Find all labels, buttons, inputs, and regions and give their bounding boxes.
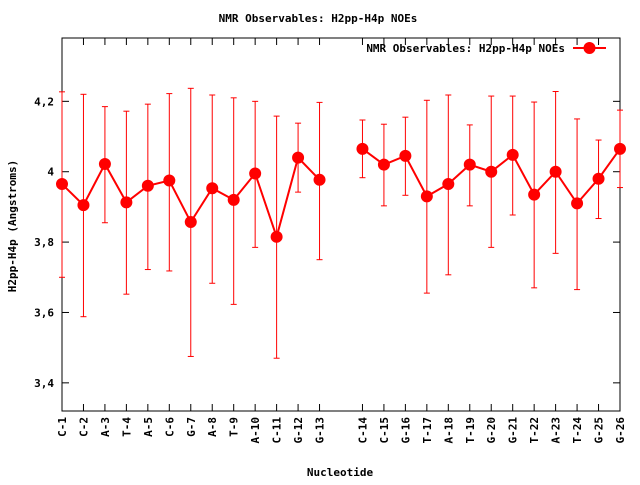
data-point [56,178,68,191]
x-tick-label: A-23 [550,417,563,444]
data-point [77,199,90,212]
x-tick-label: C-11 [271,417,284,444]
x-tick-label: A-10 [249,417,262,444]
data-point [227,193,240,206]
data-point [463,158,476,171]
data-point [141,179,154,192]
x-tick-label: T-4 [120,417,133,437]
x-tick-label: A-3 [99,417,112,437]
x-tick-label: G-16 [399,417,412,444]
x-tick-label: A-8 [206,417,219,437]
plot-frame [61,37,621,412]
data-point [592,172,605,185]
x-tick-label: T-17 [421,417,434,444]
data-point [485,165,498,178]
data-point [98,157,111,170]
x-tick-label: A-18 [442,417,455,444]
y-tick-label: 4 [47,166,54,179]
data-point [506,148,519,161]
x-tick-label: A-5 [142,417,155,437]
x-tick-label: G-7 [185,417,198,437]
data-point [399,149,412,162]
legend-marker [583,42,596,54]
x-tick-label: T-19 [464,417,477,444]
x-tick-label: C-14 [356,417,369,444]
x-tick-label: C-6 [163,417,176,437]
data-point [420,190,433,203]
plot-layer: 3,4 3,6 3,8 4 4,2 C-1 C-2 A-3 T-4 A-5 C-6 G-7 A-8 T-9… [34,37,627,444]
data-point [184,216,197,229]
x-tick-label: C-1 [56,417,69,437]
x-tick-label: G-26 [614,417,627,444]
x-tick-label: G-21 [507,417,520,444]
x-tick-label: C-2 [77,417,90,437]
data-point [163,174,176,187]
y-axis-label: H2pp-H4p (Angstroms) [6,160,19,292]
y-tick-label: 3,8 [34,236,54,249]
y-tick-label: 3,6 [34,306,54,319]
data-point [614,142,626,155]
x-tick-label: G-20 [485,417,498,444]
data-point [549,165,562,178]
x-tick-label: G-25 [593,417,606,444]
legend-label: NMR Observables: H2pp-H4p NOEs [366,42,565,55]
data-point [571,197,584,210]
data-point [270,230,283,243]
x-tick-label: T-24 [571,417,584,444]
data-point [292,151,305,164]
legend: NMR Observables: H2pp-H4p NOEs [366,42,606,55]
x-tick-label: G-12 [292,417,305,444]
data-point [120,196,133,209]
x-tick-label: T-22 [528,417,541,444]
x-tick-label: G-13 [314,417,327,444]
data-point [442,178,455,191]
data-point [377,158,390,171]
data-point [313,173,326,186]
y-tick-label: 4,2 [34,95,54,108]
data-point [528,188,541,201]
data-point [356,142,369,155]
y-tick-label: 3,4 [34,377,54,390]
chart-title: NMR Observables: H2pp-H4p NOEs [219,12,418,25]
x-tick-label: T-9 [228,417,241,437]
data-point [249,167,262,180]
data-point [206,182,219,195]
x-axis-label: Nucleotide [307,466,374,479]
x-tick-label: C-15 [378,417,391,444]
